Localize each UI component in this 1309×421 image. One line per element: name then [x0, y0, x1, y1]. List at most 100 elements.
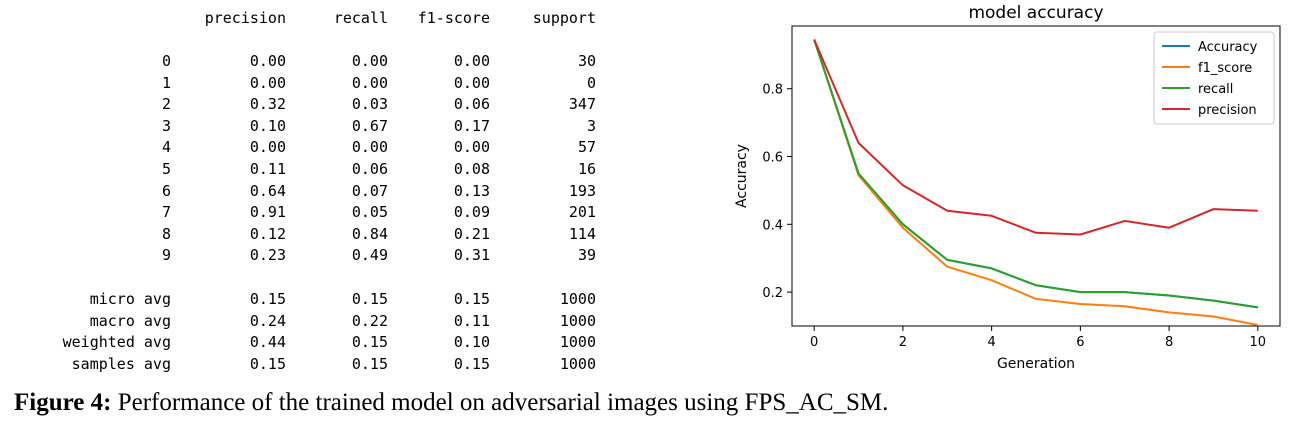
avg-row-label: samples avg — [71, 354, 171, 373]
table-cell: 1000 — [559, 290, 596, 308]
row-label: 6 — [161, 181, 171, 200]
caption-label: Figure 4: — [14, 389, 112, 416]
column-header: recall — [333, 9, 388, 27]
avg-row-label: micro avg — [89, 290, 171, 308]
plot-frame — [791, 25, 1281, 327]
table-cell: 0.00 — [351, 52, 388, 70]
row-label: 8 — [161, 224, 171, 243]
row-label: 3 — [161, 116, 171, 135]
table-cell: 0 — [586, 73, 596, 92]
caption-text: Performance of the trained model on adve… — [117, 389, 889, 416]
chart-title: model accuracy — [968, 3, 1103, 23]
series-lines — [813, 39, 1258, 326]
row-label: 1 — [161, 73, 171, 92]
table-cell: 0.13 — [453, 181, 490, 200]
table-cell: 0.00 — [453, 138, 490, 157]
table-cell: 1000 — [559, 354, 596, 373]
table-cell: 347 — [568, 95, 596, 114]
table-cell: 0.00 — [249, 52, 286, 70]
x-tick-label: 10 — [1250, 335, 1267, 350]
table-cell: 0.00 — [453, 52, 490, 70]
table-cell: 0.09 — [453, 203, 490, 222]
x-axis-label: Generation — [997, 356, 1075, 372]
y-tick-label: 0.8 — [762, 83, 783, 98]
table-cell: 0.31 — [453, 246, 490, 265]
table-cell: 0.15 — [351, 290, 388, 308]
table-cell: 3 — [586, 116, 596, 135]
table-cell: 0.67 — [351, 116, 388, 135]
table-cell: 0.91 — [249, 203, 286, 222]
legend-label: Accuracy — [1198, 40, 1258, 55]
table-cell: 0.06 — [453, 95, 490, 114]
x-tick-label: 6 — [1076, 335, 1084, 350]
avg-row-label: macro avg — [89, 311, 171, 330]
legend-label: f1_score — [1198, 61, 1252, 76]
table-cell: 0.00 — [453, 73, 490, 92]
table-cell: 0.64 — [249, 181, 286, 200]
table-cell: 0.00 — [249, 138, 286, 157]
row-label: 4 — [161, 138, 171, 157]
table-cell: 16 — [577, 160, 596, 178]
table-cell: 0.00 — [351, 73, 388, 92]
table-cell: 0.07 — [351, 181, 388, 200]
table-cell: 0.15 — [249, 354, 286, 373]
table-cell: 201 — [568, 203, 596, 222]
x-tick-label: 4 — [987, 335, 995, 350]
table-cell: 0.23 — [249, 246, 286, 265]
table-cell: 0.17 — [453, 116, 490, 135]
table-cell: 0.00 — [351, 138, 388, 157]
y-tick-label: 0.4 — [762, 218, 783, 233]
row-label: 9 — [161, 246, 171, 265]
column-header: precision — [204, 9, 286, 27]
table-cell: 39 — [577, 246, 596, 265]
y-axis-label: Accuracy — [734, 144, 750, 208]
x-tick-label: 2 — [899, 335, 907, 350]
row-label: 2 — [161, 95, 171, 114]
table-cell: 0.05 — [351, 203, 388, 222]
classification-report: precision recall f1-score support 0 0.00 0.00 0… — [0, 0, 720, 380]
series-line-precision — [813, 39, 1258, 236]
table-cell: 193 — [568, 181, 596, 200]
table-cell: 0.32 — [249, 95, 286, 114]
table-cell: 114 — [568, 224, 596, 243]
axis-ticks: 0 2 4 6 8 10 0.2 0.4 0.6 0.8 — [762, 83, 1266, 350]
table-cell: 57 — [577, 138, 596, 157]
legend-box — [1153, 31, 1275, 125]
table-cell: 1000 — [559, 333, 596, 352]
table-cell: 0.08 — [453, 160, 490, 178]
table-cell: 0.84 — [351, 224, 388, 243]
table-cell: 0.11 — [249, 160, 286, 178]
table-cell: 0.15 — [249, 290, 286, 308]
table-cell: 0.15 — [351, 333, 388, 352]
table-cell: 0.24 — [249, 311, 286, 330]
table-cell: 0.15 — [453, 354, 490, 373]
row-label: 5 — [161, 160, 171, 178]
table-cell: 0.00 — [249, 73, 286, 92]
y-tick-label: 0.2 — [762, 286, 783, 301]
table-cell: 0.06 — [351, 160, 388, 178]
table-cell: 0.03 — [351, 95, 388, 114]
table-cell: 0.49 — [351, 246, 388, 265]
table-cell: 0.12 — [249, 224, 286, 243]
table-cell: 0.44 — [249, 333, 286, 352]
table-cell: 0.11 — [453, 311, 490, 330]
legend-label: precision — [1198, 103, 1257, 118]
y-tick-label: 0.6 — [762, 151, 783, 166]
row-label: 7 — [161, 203, 171, 222]
model-accuracy-chart: model accuracy Generation Accuracy 0 2 4 6 8… — [734, 3, 1281, 372]
table-cell: 0.15 — [351, 354, 388, 373]
table-cell: 0.21 — [453, 224, 490, 243]
row-label: 0 — [161, 52, 171, 70]
x-tick-label: 8 — [1165, 335, 1173, 350]
avg-row-label: weighted avg — [62, 333, 171, 352]
figure-caption: Figure 4: Performance of the trained mod… — [14, 388, 888, 418]
table-cell: 0.15 — [453, 290, 490, 308]
legend-label: recall — [1198, 82, 1233, 97]
table-cell: 0.10 — [453, 333, 490, 352]
series-line-f1-score — [813, 39, 1258, 326]
table-cell: 1000 — [559, 311, 596, 330]
table-cell: 0.10 — [249, 116, 286, 135]
table-cell: 30 — [577, 52, 596, 70]
column-header: f1-score — [417, 9, 490, 27]
